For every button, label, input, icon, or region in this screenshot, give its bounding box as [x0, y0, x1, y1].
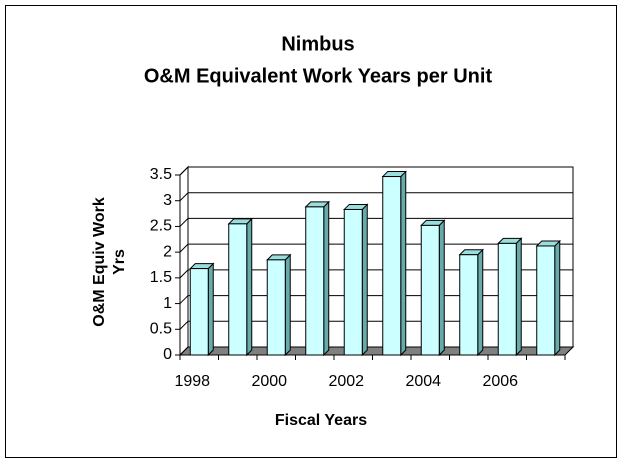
bar: [227, 217, 253, 357]
bar-front: [343, 208, 363, 356]
bar-side: [361, 203, 368, 357]
bar: [343, 203, 369, 357]
bar-side: [400, 170, 407, 357]
bar: [458, 248, 484, 357]
y-tick-label: 1.5: [150, 269, 172, 286]
x-tick-label: 2002: [328, 373, 364, 390]
y-tick-label: 0.5: [150, 321, 172, 338]
y-tick-label: 0: [163, 346, 172, 363]
y-axis-label: O&M Equiv Work Yrs: [91, 197, 128, 327]
chart-subtitle: O&M Equivalent Work Years per Unit: [144, 65, 493, 87]
x-tick-label: 2006: [482, 373, 518, 390]
grid-line: [179, 192, 573, 202]
bar-front: [497, 242, 517, 356]
bar: [420, 219, 446, 357]
y-axis-label-line: Yrs: [111, 249, 128, 275]
grid-line: [179, 166, 573, 176]
y-tick-label: 3.5: [150, 166, 172, 183]
bar: [535, 239, 561, 357]
chart-title: Nimbus: [281, 33, 354, 55]
x-tick-label: 2004: [405, 373, 441, 390]
bar-front: [266, 259, 286, 356]
y-tick-label: 1: [163, 295, 172, 312]
bar: [266, 253, 292, 357]
bar-front: [420, 224, 440, 356]
bar-front: [382, 176, 402, 356]
bar-front: [459, 254, 479, 356]
bar-side: [207, 262, 214, 357]
x-tick-label: 2000: [251, 373, 287, 390]
bar-front: [305, 206, 325, 356]
x-tick-label: 1998: [174, 373, 210, 390]
grid-line: [179, 217, 573, 227]
bar: [381, 170, 407, 357]
bar: [497, 237, 523, 357]
bar-side: [554, 239, 561, 357]
y-tick-label: 2.5: [150, 218, 172, 235]
y-tick-label: 2: [163, 243, 172, 260]
bar: [304, 200, 330, 357]
x-axis-label: Fiscal Years: [275, 412, 367, 429]
bar-side: [515, 237, 522, 357]
side-wall: [179, 165, 189, 357]
bar-side: [246, 217, 253, 357]
bar-side: [284, 253, 291, 357]
bar-front: [189, 268, 209, 356]
bar-front: [228, 223, 248, 356]
y-tick-label: 3: [163, 192, 172, 209]
bar-front: [536, 245, 556, 356]
bar-side: [477, 248, 484, 357]
bar-side: [438, 219, 445, 357]
bar: [189, 262, 215, 357]
bar-side: [323, 200, 330, 357]
y-axis-label-line: O&M Equiv Work: [91, 197, 108, 327]
